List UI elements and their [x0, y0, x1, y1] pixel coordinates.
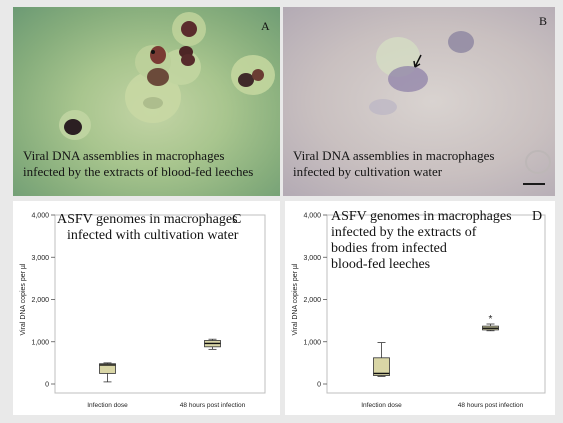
panel-a-label: A	[261, 19, 270, 33]
box-iqr	[373, 357, 390, 376]
y-tick-label: 4,000	[303, 213, 321, 220]
y-tick-label: 0	[317, 382, 321, 389]
plot-frame	[326, 214, 546, 394]
chart-c-title-line1: ASFV genomes in macrophages	[57, 212, 238, 227]
y-tick-label: 3,000	[303, 255, 321, 262]
y-tick-label: 1,000	[31, 339, 49, 346]
scale-bar	[523, 183, 545, 185]
chart-panel-c: 0 1,000 2,000 3,000 4,000 Viral DNA copies pe…	[13, 201, 280, 415]
chart-d-title-line1: ASFV genomes in macrophages	[331, 209, 512, 224]
panel-a-caption-line1: Viral DNA assemblies in macrophages	[23, 148, 225, 163]
outlier-marker: *	[489, 314, 493, 325]
y-tick-label: 3,000	[31, 255, 49, 262]
chart-d-label: D	[532, 209, 543, 224]
micrograph-panel-a: A Viral DNA assemblies in macrophages in…	[13, 7, 280, 196]
plot-frame	[54, 214, 266, 394]
x-tick-label: Infection dose	[87, 402, 128, 409]
y-tick-label: 2,000	[31, 297, 49, 304]
y-axis-label: Viral DNA copies per µl	[20, 263, 27, 335]
chart-d-title-line3: bodies from infected	[331, 241, 447, 256]
micrograph-panel-b: B Viral DNA assemblies in macrophages in…	[283, 7, 555, 196]
y-tick-label: 1,000	[303, 339, 321, 346]
box-plot-d: 0 1,000 2,000 3,000 4,000 Viral DNA copies pe…	[292, 213, 546, 409]
x-tick-label: 48 hours post infection	[458, 402, 524, 409]
chart-d-title-line4: blood-fed leeches	[331, 257, 431, 272]
x-tick-label: 48 hours post infection	[180, 402, 246, 409]
box-plot-c: 0 1,000 2,000 3,000 4,000 Viral DNA copies pe…	[20, 213, 266, 409]
panel-b-caption-line1: Viral DNA assemblies in macrophages	[293, 148, 495, 163]
chart-c-title-line2: infected with cultivation water	[67, 228, 239, 243]
y-tick-label: 4,000	[31, 213, 49, 220]
y-tick-label: 2,000	[303, 297, 321, 304]
panel-a-caption-line2: infected by the extracts of blood-fed le…	[23, 164, 254, 179]
y-axis-label: Viral DNA copies per µl	[292, 263, 299, 335]
box-iqr	[99, 363, 116, 374]
arrow-icon	[413, 54, 422, 68]
panel-b-label: B	[539, 14, 548, 28]
x-tick-label: Infection dose	[361, 402, 402, 409]
macrophage-cells-a	[59, 12, 275, 140]
macrophage-cells-b	[369, 31, 551, 174]
chart-panel-d: 0 1,000 2,000 3,000 4,000 Viral DNA copies pe…	[285, 201, 555, 415]
chart-c-label: C	[232, 212, 242, 227]
y-tick-label: 0	[45, 382, 49, 389]
chart-d-title-line2: infected by the extracts of	[331, 225, 477, 240]
panel-b-caption-line2: infected by cultivation water	[293, 164, 443, 179]
